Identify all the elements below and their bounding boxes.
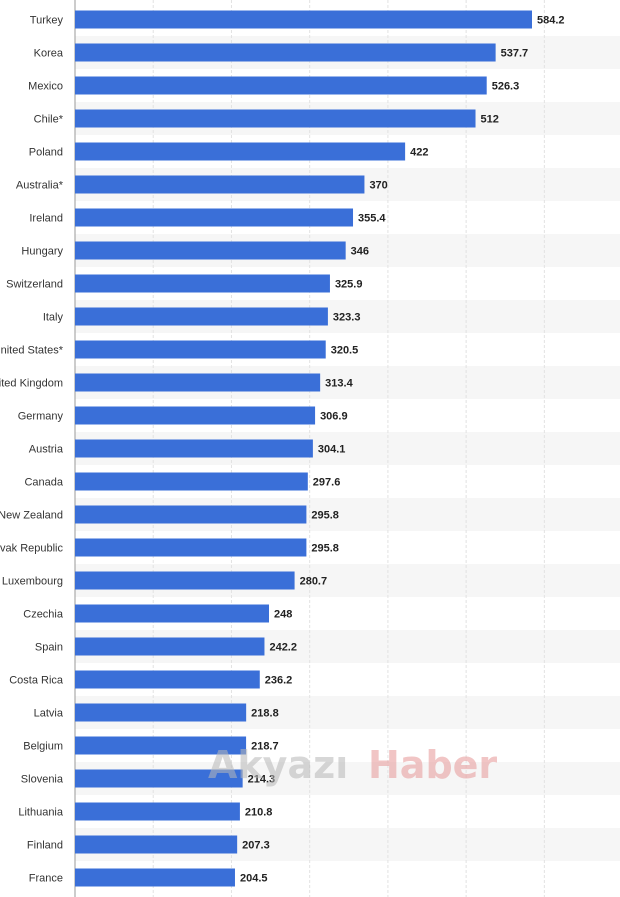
bar [75, 76, 487, 95]
value-label: 323.3 [333, 312, 361, 324]
category-label: Italy [43, 312, 64, 324]
bar [75, 142, 406, 161]
category-label: Turkey [30, 15, 64, 27]
bar [75, 43, 496, 62]
value-label: 204.5 [240, 873, 268, 885]
bar [75, 241, 346, 260]
value-label: 512 [481, 114, 499, 126]
value-label: 295.8 [311, 510, 339, 522]
value-label: 320.5 [331, 345, 359, 357]
category-label: Luxembourg [2, 576, 63, 588]
category-label: Latvia [34, 708, 64, 720]
bar [75, 175, 365, 194]
watermark-text-1: Akyazı [208, 743, 348, 787]
category-label: Lithuania [18, 807, 64, 819]
bar [75, 439, 313, 458]
value-label: 325.9 [335, 279, 363, 291]
bar [75, 604, 270, 623]
bar [75, 10, 532, 29]
bar [75, 340, 326, 359]
category-label: Costa Rica [9, 675, 64, 687]
category-label: Spain [35, 642, 63, 654]
value-label: 207.3 [242, 840, 270, 852]
category-label: Korea [34, 48, 64, 60]
category-label: Canada [24, 477, 63, 489]
value-label: 248 [274, 609, 292, 621]
watermark: Akyazı Haber [208, 743, 497, 787]
category-label: Germany [18, 411, 64, 423]
category-label: France [29, 873, 63, 885]
value-label: 584.2 [537, 15, 565, 27]
category-label: Slovak Republic [0, 543, 63, 555]
bar [75, 505, 307, 524]
value-label: 422 [410, 147, 428, 159]
category-label: Czechia [23, 609, 64, 621]
bars [75, 10, 532, 887]
bar [75, 307, 328, 326]
bar [75, 703, 247, 722]
value-label: 346 [351, 246, 369, 258]
category-label: United Kingdom [0, 378, 63, 390]
category-label: Mexico [28, 81, 63, 93]
value-label: 218.7 [251, 741, 279, 753]
bar [75, 373, 321, 392]
bar [75, 406, 316, 425]
category-label: Slovenia [21, 774, 64, 786]
value-label: 210.8 [245, 807, 273, 819]
value-label: 355.4 [358, 213, 386, 225]
value-labels: 584.2 537.7 526.3 512 422 370 355.4 346 325.9 323… [240, 15, 565, 885]
category-label: Australia* [16, 180, 64, 192]
category-label: Poland [29, 147, 63, 159]
value-label: 295.8 [311, 543, 339, 555]
value-label: 236.2 [265, 675, 293, 687]
value-label: 526.3 [492, 81, 520, 93]
bar [75, 670, 260, 689]
category-label: Ireland [29, 213, 63, 225]
watermark-text-2: Haber [368, 743, 497, 787]
category-label: Belgium [23, 741, 63, 753]
value-label: 306.9 [320, 411, 348, 423]
bar [75, 274, 330, 293]
value-label: 280.7 [300, 576, 328, 588]
bar [75, 802, 240, 821]
category-labels: Turkey Korea Mexico Chile* Poland Australia* I… [0, 15, 64, 885]
value-label: 242.2 [269, 642, 297, 654]
bar [75, 538, 307, 557]
bar [75, 208, 354, 227]
value-label: 370 [369, 180, 387, 192]
category-label: Switzerland [6, 279, 63, 291]
bar [75, 637, 265, 656]
category-label: Chile* [34, 114, 64, 126]
bar [75, 835, 238, 854]
bar [75, 769, 243, 788]
value-label: 218.8 [251, 708, 279, 720]
category-label: Hungary [21, 246, 63, 258]
bar [75, 868, 235, 887]
bar [75, 736, 247, 755]
bar [75, 109, 476, 128]
category-label: Finland [27, 840, 63, 852]
bar [75, 472, 308, 491]
value-label: 537.7 [501, 48, 529, 60]
value-label: 297.6 [313, 477, 341, 489]
category-label: New Zealand [0, 510, 63, 522]
category-label: United States* [0, 345, 64, 357]
value-label: 313.4 [325, 378, 353, 390]
bar [75, 571, 295, 590]
category-label: Austria [29, 444, 64, 456]
value-label: 304.1 [318, 444, 346, 456]
value-label: 214.3 [248, 774, 276, 786]
